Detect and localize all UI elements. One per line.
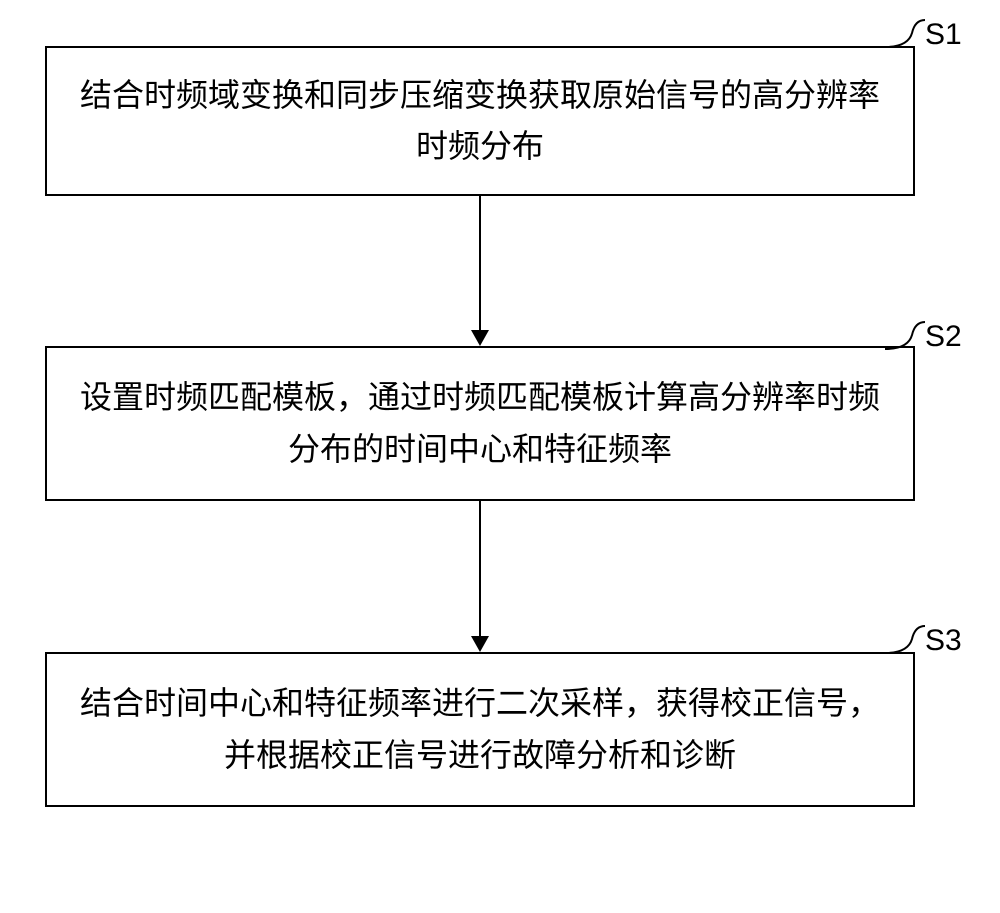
step-text-s2: 设置时频匹配模板，通过时频匹配模板计算高分辨率时频分布的时间中心和特征频率 <box>77 372 883 474</box>
arrow-line <box>479 196 481 332</box>
arrow-line <box>479 501 481 638</box>
step-label-s1: S1 <box>925 18 962 52</box>
step-label-s3: S3 <box>925 624 962 658</box>
flowchart-container: 结合时频域变换和同步压缩变换获取原始信号的高分辨率时频分布 S1 设置时频匹配模… <box>0 0 1000 913</box>
step-box-s1: 结合时频域变换和同步压缩变换获取原始信号的高分辨率时频分布 <box>45 46 915 196</box>
step-box-s2: 设置时频匹配模板，通过时频匹配模板计算高分辨率时频分布的时间中心和特征频率 <box>45 346 915 501</box>
step-box-s3: 结合时间中心和特征频率进行二次采样，获得校正信号，并根据校正信号进行故障分析和诊… <box>45 652 915 807</box>
step-text-s1: 结合时频域变换和同步压缩变换获取原始信号的高分辨率时频分布 <box>77 70 883 172</box>
step-label-s2: S2 <box>925 320 962 354</box>
arrow-head <box>471 636 489 652</box>
arrow-head <box>471 330 489 346</box>
step-text-s3: 结合时间中心和特征频率进行二次采样，获得校正信号，并根据校正信号进行故障分析和诊… <box>77 678 883 780</box>
